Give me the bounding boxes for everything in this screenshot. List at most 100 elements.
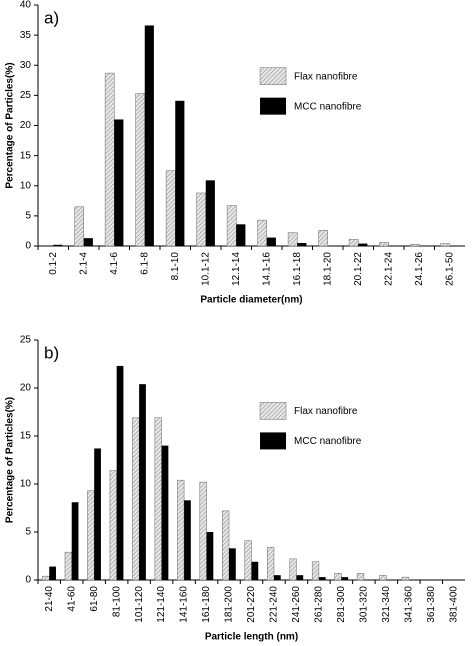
- bar: [199, 481, 207, 581]
- bar: [114, 119, 124, 246]
- legend-label: Flax nanofibre: [294, 406, 358, 417]
- bar: [109, 470, 117, 581]
- x-tick-label: 241-260: [291, 586, 302, 623]
- bar: [296, 575, 304, 580]
- bar: [165, 170, 176, 247]
- bar: [42, 575, 50, 581]
- x-tick-label: 61-80: [89, 586, 100, 612]
- y-tick-label: 40: [20, 0, 32, 11]
- y-tick-label: 10: [20, 180, 32, 191]
- y-tick-label: 5: [25, 211, 31, 222]
- legend-label: MCC nanofibre: [294, 436, 362, 447]
- x-tick-label: 301-320: [359, 586, 370, 623]
- x-tick-label: 161-180: [201, 586, 212, 623]
- x-tick-label: 81-100: [111, 586, 122, 618]
- bar: [311, 561, 320, 581]
- panel-label: a): [44, 8, 59, 27]
- bar: [49, 566, 56, 580]
- bar: [144, 25, 154, 246]
- x-axis-title: Particle length (nm): [205, 632, 298, 643]
- bar: [244, 540, 252, 581]
- bar: [226, 205, 237, 247]
- bar: [341, 577, 349, 580]
- x-tick-label: 22.1-24: [383, 252, 394, 286]
- bar: [64, 551, 72, 581]
- legend-label: MCC nanofibre: [294, 101, 362, 112]
- x-tick-label: 14.1-16: [261, 252, 272, 286]
- bar: [132, 417, 140, 581]
- x-tick-label: 21-40: [44, 586, 55, 612]
- x-tick-label: 0.1-2: [48, 252, 59, 275]
- x-tick-label: 24.1-26: [414, 252, 425, 286]
- y-tick-label: 15: [20, 431, 32, 442]
- x-tick-label: 361-380: [426, 586, 437, 623]
- y-tick-label: 20: [20, 383, 32, 394]
- legend-swatch: [259, 67, 287, 85]
- bar: [205, 180, 215, 246]
- y-tick-label: 30: [20, 60, 32, 71]
- y-tick-label: 15: [20, 150, 32, 161]
- bar: [71, 502, 79, 580]
- panel-label: b): [44, 343, 59, 362]
- bar: [348, 239, 359, 247]
- bar: [139, 384, 146, 580]
- legend-swatch: [260, 97, 287, 115]
- legend-swatch: [260, 432, 287, 450]
- bar: [358, 243, 368, 246]
- x-tick-label: 18.1-20: [322, 252, 333, 286]
- bar: [266, 237, 276, 246]
- bar: [257, 219, 268, 247]
- bar: [229, 548, 236, 580]
- bar: [401, 576, 410, 581]
- y-tick-label: 35: [20, 30, 32, 41]
- bar: [318, 577, 326, 580]
- y-tick-label: 0: [25, 241, 31, 252]
- x-tick-label: 16.1-18: [292, 252, 303, 286]
- x-tick-label: 2.1-4: [78, 252, 89, 275]
- bar: [87, 490, 95, 581]
- bar: [251, 561, 259, 580]
- x-tick-label: 261-280: [314, 586, 325, 623]
- bar: [104, 72, 115, 247]
- bar: [74, 206, 84, 247]
- bar: [379, 574, 387, 581]
- x-tick-label: 8.1-10: [170, 252, 181, 281]
- x-tick-label: 41-60: [66, 586, 77, 612]
- bar: [409, 243, 420, 247]
- bar: [196, 192, 207, 247]
- bar: [94, 448, 101, 580]
- bar: [440, 243, 451, 247]
- bar: [116, 365, 124, 580]
- bar: [236, 224, 246, 246]
- y-axis-title: Percentage of Particles(%): [5, 397, 16, 523]
- bar: [177, 479, 185, 581]
- legend-label: Flax nanofibre: [294, 71, 358, 82]
- bar: [161, 445, 169, 580]
- bar: [83, 238, 93, 246]
- bar: [318, 230, 329, 247]
- x-tick-label: 281-300: [336, 586, 347, 623]
- bar: [206, 532, 214, 580]
- y-tick-label: 10: [20, 479, 32, 490]
- legend-swatch: [259, 402, 287, 420]
- bar: [154, 417, 162, 581]
- x-axis-title: Particle diameter(nm): [200, 295, 302, 306]
- y-tick-label: 25: [20, 90, 32, 101]
- x-tick-label: 381-400: [448, 586, 459, 623]
- y-tick-label: 25: [20, 335, 32, 346]
- bar: [297, 242, 307, 246]
- y-tick-label: 20: [20, 120, 32, 131]
- x-tick-label: 201-220: [246, 586, 257, 623]
- bar: [334, 573, 342, 581]
- bar: [287, 232, 298, 247]
- x-tick-label: 121-140: [156, 586, 167, 623]
- x-tick-label: 26.1-50: [444, 252, 455, 286]
- y-tick-label: 0: [25, 575, 31, 586]
- x-tick-label: 321-340: [381, 586, 392, 623]
- bar: [273, 575, 281, 580]
- x-tick-label: 341-360: [403, 586, 414, 623]
- x-tick-label: 12.1-14: [231, 252, 242, 286]
- bar: [135, 93, 146, 247]
- x-tick-label: 141-160: [179, 586, 190, 623]
- bar: [289, 558, 297, 581]
